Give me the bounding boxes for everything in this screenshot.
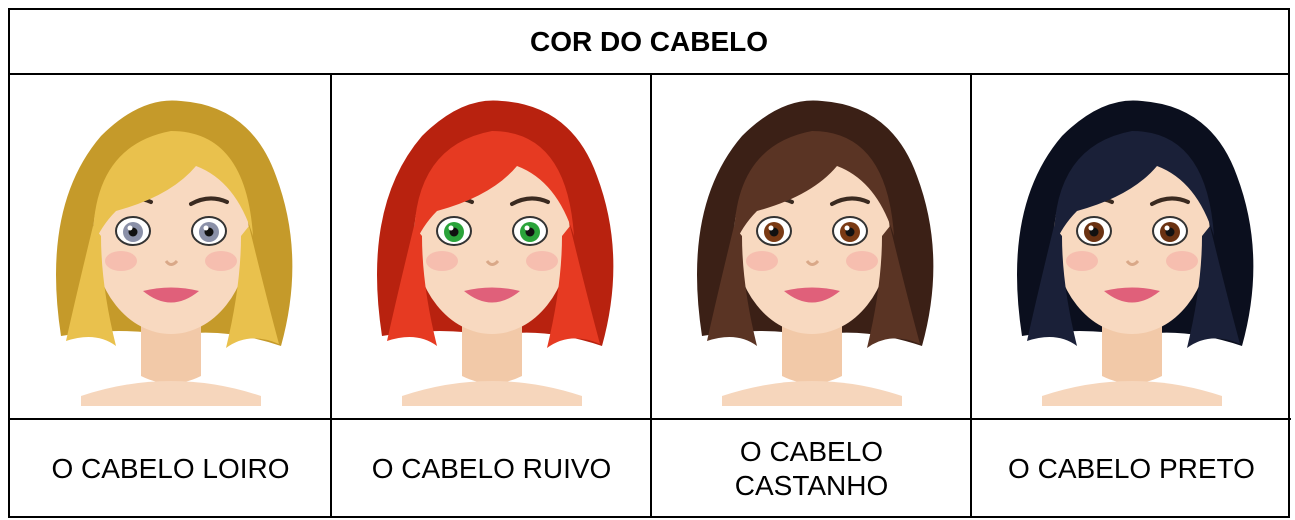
cheek xyxy=(204,250,237,271)
eyebrow xyxy=(509,196,550,206)
eye-shine xyxy=(203,225,208,230)
neck xyxy=(781,315,842,383)
eye-shine xyxy=(844,225,849,230)
hair-label: O CABELO RUIVO xyxy=(371,453,612,484)
eye-shine xyxy=(1164,225,1169,230)
nose xyxy=(485,259,499,266)
image-cell xyxy=(972,73,1291,420)
eyebrow xyxy=(1149,196,1190,206)
nose xyxy=(805,259,819,266)
bangs xyxy=(1053,130,1214,246)
hair-side xyxy=(866,225,920,348)
neck xyxy=(140,315,201,383)
face-illustration xyxy=(1016,99,1253,406)
mouth xyxy=(142,287,199,302)
cheek xyxy=(1165,250,1198,271)
hair-label: O CABELO CASTANHO xyxy=(734,436,889,501)
eyebrow xyxy=(829,196,870,206)
cheek xyxy=(745,250,778,271)
hair-side xyxy=(386,225,437,346)
eye-shine xyxy=(768,225,773,230)
eye-shine xyxy=(524,225,529,230)
hair-label: O CABELO LOIRO xyxy=(51,453,290,484)
table-column: O CABELO PRETO xyxy=(970,73,1291,518)
cheek xyxy=(845,250,878,271)
mouth xyxy=(783,287,840,302)
mouth xyxy=(1103,287,1160,302)
cheek xyxy=(1065,250,1098,271)
neck xyxy=(1101,315,1162,383)
nose xyxy=(1125,259,1139,266)
table-column: O CABELO CASTANHO xyxy=(650,73,971,518)
cheek xyxy=(525,250,558,271)
shoulders xyxy=(80,380,261,406)
hair-side xyxy=(1186,225,1240,348)
eye-shine xyxy=(127,225,132,230)
image-cell xyxy=(10,73,331,420)
bangs xyxy=(733,130,894,246)
image-cell xyxy=(332,73,651,420)
table-column: O CABELO LOIRO xyxy=(10,73,331,518)
shoulders xyxy=(401,380,582,406)
face-illustration xyxy=(55,99,292,406)
cheek xyxy=(425,250,458,271)
mouth xyxy=(463,287,520,302)
table-title: COR DO CABELO xyxy=(10,10,1288,75)
table-column: O CABELO RUIVO xyxy=(330,73,651,518)
hair-label: O CABELO PRETO xyxy=(1008,453,1255,484)
hair-side xyxy=(706,225,757,346)
bangs xyxy=(92,130,253,246)
face-illustration xyxy=(696,99,933,406)
hair-side xyxy=(1026,225,1077,346)
neck xyxy=(461,315,522,383)
hair-side xyxy=(65,225,116,346)
nose xyxy=(164,259,178,266)
hair-side xyxy=(546,225,600,348)
shoulders xyxy=(721,380,902,406)
eye-shine xyxy=(448,225,453,230)
face-illustration xyxy=(376,99,613,406)
hair-color-table: COR DO CABELO O CABELO LOIRO O CABELO RUI… xyxy=(8,8,1291,518)
hair-side xyxy=(225,225,279,348)
eyebrow xyxy=(188,196,229,206)
image-cell xyxy=(652,73,971,420)
bangs xyxy=(413,130,574,246)
shoulders xyxy=(1041,380,1222,406)
eye-shine xyxy=(1088,225,1093,230)
cheek xyxy=(104,250,137,271)
